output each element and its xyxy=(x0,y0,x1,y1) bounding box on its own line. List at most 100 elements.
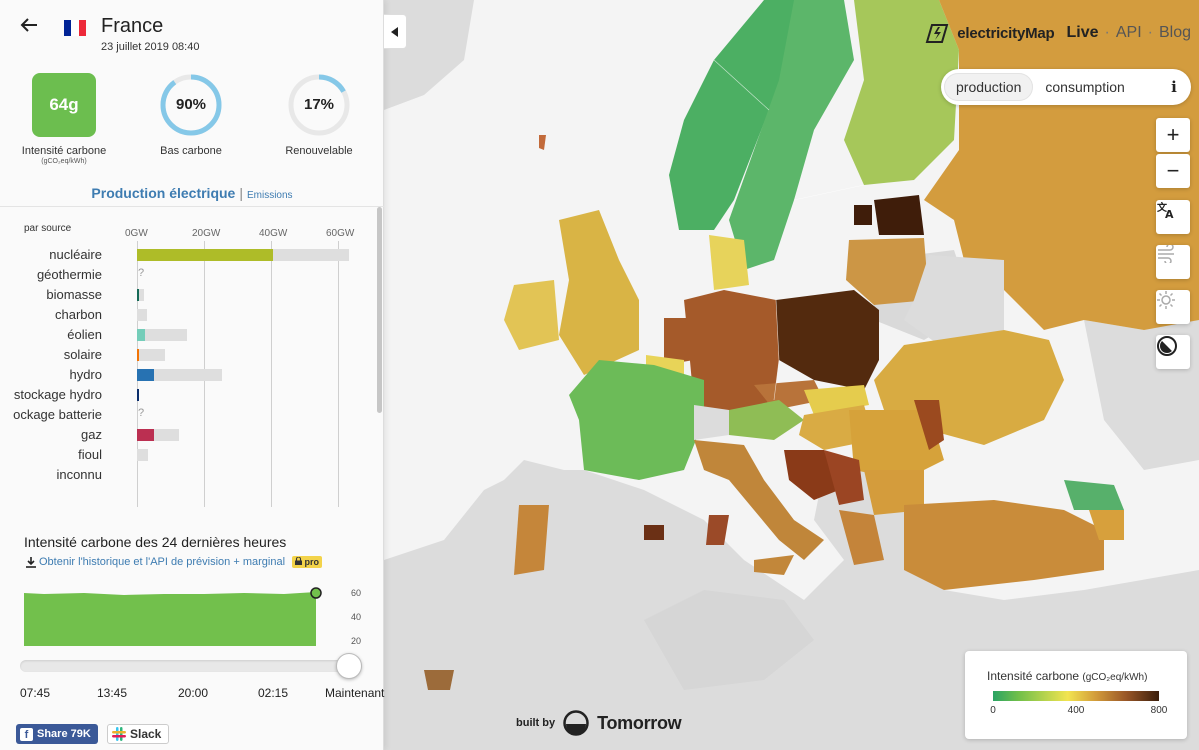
map[interactable]: electricityMap Live · API · Blog product… xyxy=(384,0,1199,750)
production-axis-tick: 20GW xyxy=(192,228,221,239)
toggle-consumption[interactable]: consumption xyxy=(1045,79,1125,95)
svg-text:A: A xyxy=(1165,208,1174,220)
production-row[interactable]: stockage hydro xyxy=(0,387,370,403)
production-row[interactable]: géothermie? xyxy=(0,267,370,283)
collapse-panel-button[interactable] xyxy=(384,14,407,49)
production-source-label: stockage hydro xyxy=(13,387,102,402)
tomorrow-logo-icon xyxy=(563,710,589,736)
production-row[interactable]: nucléaire xyxy=(0,247,370,263)
nav-separator: · xyxy=(1104,24,1110,41)
zoom-out-button[interactable]: − xyxy=(1156,154,1190,188)
production-row[interactable]: solaire xyxy=(0,347,370,363)
carbon-intensity-value: 64g xyxy=(32,73,96,137)
carbon-intensity-label: Intensité carbone xyxy=(21,145,107,157)
wind-layer-button[interactable] xyxy=(1156,245,1190,279)
zoom-in-button[interactable]: + xyxy=(1156,118,1190,152)
language-button[interactable]: 文 A xyxy=(1156,200,1190,234)
production-grid-line xyxy=(338,241,339,507)
toggle-production[interactable]: production xyxy=(944,73,1034,101)
production-row[interactable]: gaz xyxy=(0,427,370,443)
nav-blog-link[interactable]: Blog xyxy=(1158,24,1191,41)
timeline-label: 02:15 xyxy=(258,686,289,700)
download-icon xyxy=(26,556,36,568)
nav-live-link[interactable]: Live xyxy=(1066,24,1099,41)
translate-icon: 文 A xyxy=(1157,201,1174,220)
production-source-label: charbon xyxy=(55,307,102,322)
low-carbon-gauge: 90% xyxy=(159,73,223,137)
panel-scrollbar[interactable] xyxy=(377,207,382,413)
production-row[interactable]: biomasse xyxy=(0,287,370,303)
slack-label: Slack xyxy=(130,727,162,741)
slack-button[interactable]: Slack xyxy=(107,724,169,744)
production-source-label: fioul xyxy=(78,447,102,462)
renewable-value: 17% xyxy=(303,96,335,113)
tab-production[interactable]: Production électrique xyxy=(91,185,236,201)
production-capacity-bar xyxy=(137,289,145,301)
brand-header: electricityMap Live · API · Blog xyxy=(925,22,1191,44)
par-source-label: par source xyxy=(24,223,72,234)
renewable-gauge-arc xyxy=(288,74,350,136)
facebook-icon: f xyxy=(20,727,33,741)
low-carbon-label: Bas carbone xyxy=(160,145,222,157)
production-unknown-mark: ? xyxy=(138,267,145,279)
production-row[interactable]: charbon xyxy=(0,307,370,323)
carbon-intensity-kpi: 64g Intensité carbone (gCO₂eq/kWh) xyxy=(9,73,119,165)
production-emissions-tabs: Production électrique | Emissions xyxy=(0,185,384,201)
color-blind-button[interactable] xyxy=(1156,335,1190,369)
lock-icon xyxy=(295,556,303,565)
production-row[interactable]: inconnu xyxy=(0,467,370,483)
production-row[interactable]: fioul xyxy=(0,447,370,463)
production-source-label: gaz xyxy=(81,427,102,442)
production-scroll-area[interactable]: par source 0GW 20GW 40GW 60GW nucléaire géoth… xyxy=(0,206,384,646)
pro-badge: pro xyxy=(292,556,323,568)
production-axis-tick: 40GW xyxy=(259,228,288,239)
production-value-bar xyxy=(137,289,139,301)
time-slider-thumb[interactable] xyxy=(336,653,362,679)
history-area xyxy=(24,592,316,646)
slack-icon xyxy=(112,727,126,741)
production-value-bar xyxy=(137,329,146,341)
share-label: Share 79K xyxy=(37,728,91,740)
history-api-link[interactable]: Obtenir l'historique et l'API de prévisi… xyxy=(26,556,323,568)
production-row[interactable]: éolien xyxy=(0,327,370,343)
production-source-label: éolien xyxy=(67,327,102,342)
renewable-gauge: 17% xyxy=(287,73,351,137)
contrast-icon xyxy=(1157,336,1177,356)
zone-details-panel: France 23 juillet 2019 08:40 64g Intensi… xyxy=(0,0,384,750)
time-slider-track[interactable] xyxy=(20,660,362,672)
legend-gradient xyxy=(993,691,1159,701)
production-capacity-bar xyxy=(137,449,149,461)
back-arrow-icon[interactable] xyxy=(20,14,44,40)
production-capacity-bar xyxy=(137,309,148,321)
facebook-share-button[interactable]: f Share 79K xyxy=(16,724,98,744)
low-carbon-kpi: 90% Bas carbone xyxy=(136,73,246,157)
production-value-bar xyxy=(137,349,139,361)
europe-map[interactable] xyxy=(384,0,1199,750)
timeline-label: 07:45 xyxy=(20,686,51,700)
tab-separator: | xyxy=(239,185,243,201)
solar-layer-button[interactable] xyxy=(1156,290,1190,324)
legend-tick: 400 xyxy=(1067,705,1085,716)
nav-api-link[interactable]: API xyxy=(1115,24,1142,41)
zone-header xyxy=(20,14,86,40)
production-value-bar xyxy=(137,369,154,381)
history-chart[interactable]: 60 40 20 xyxy=(24,582,361,646)
caret-left-icon xyxy=(391,26,398,37)
tab-emissions[interactable]: Emissions xyxy=(246,190,293,201)
built-by-tomorrow[interactable]: built by Tomorrow xyxy=(516,710,682,736)
info-button[interactable]: i xyxy=(1171,78,1177,96)
production-grid-line xyxy=(271,241,272,507)
production-row[interactable]: hydro xyxy=(0,367,370,383)
renewable-label: Renouvelable xyxy=(285,145,353,157)
svg-text:文: 文 xyxy=(1157,201,1168,214)
production-consumption-toggle[interactable]: production consumption i xyxy=(941,69,1191,105)
production-axis-tick: 0GW xyxy=(125,228,148,239)
pro-badge-text: pro xyxy=(304,557,320,567)
zoom-out-label: − xyxy=(1166,158,1180,183)
nav-separator: · xyxy=(1147,24,1153,41)
production-row[interactable]: ockage batterie? xyxy=(0,407,370,423)
wind-icon xyxy=(1158,245,1174,263)
carbon-intensity-legend: Intensité carbone (gCO₂eq/kWh) 0 400 800 xyxy=(965,651,1187,739)
history-current-point xyxy=(310,587,322,599)
zone-datetime: 23 juillet 2019 08:40 xyxy=(101,41,200,53)
